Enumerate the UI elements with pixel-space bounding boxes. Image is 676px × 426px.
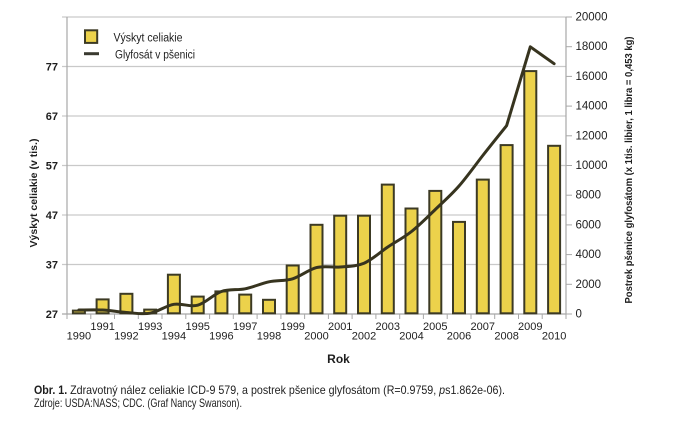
svg-text:Glyfosát v pšenici: Glyfosát v pšenici	[115, 49, 195, 61]
svg-text:20000: 20000	[576, 12, 608, 24]
svg-text:2003: 2003	[376, 321, 400, 333]
svg-text:2001: 2001	[328, 321, 352, 333]
svg-text:37: 37	[46, 260, 58, 272]
svg-text:Postrek pšenice glyfosátom (x: Postrek pšenice glyfosátom (x 1tis. libi…	[623, 37, 635, 304]
svg-text:1999: 1999	[280, 321, 304, 333]
svg-text:2004: 2004	[399, 331, 423, 343]
svg-text:1995: 1995	[185, 321, 209, 333]
svg-text:2000: 2000	[304, 331, 328, 343]
svg-text:1998: 1998	[257, 331, 281, 343]
svg-text:Výskyt celiakie: Výskyt celiakie	[114, 32, 183, 44]
svg-text:10000: 10000	[576, 160, 608, 172]
svg-text:2005: 2005	[423, 321, 447, 333]
svg-text:6000: 6000	[576, 219, 602, 231]
svg-text:4000: 4000	[576, 249, 602, 261]
svg-text:14000: 14000	[576, 101, 608, 113]
svg-text:Výskyt celiakie (v tis.): Výskyt celiakie (v tis.)	[28, 139, 40, 248]
svg-text:2008: 2008	[494, 331, 518, 343]
svg-text:27: 27	[46, 309, 58, 321]
svg-text:1990: 1990	[67, 331, 91, 343]
svg-text:Rok: Rok	[327, 352, 350, 366]
svg-text:2007: 2007	[471, 321, 495, 333]
svg-text:1997: 1997	[233, 321, 257, 333]
svg-text:57: 57	[46, 161, 58, 173]
svg-text:77: 77	[46, 62, 58, 74]
svg-text:18000: 18000	[576, 41, 608, 53]
svg-text:1992: 1992	[114, 331, 138, 343]
svg-text:1991: 1991	[90, 321, 114, 333]
svg-text:2010: 2010	[542, 331, 566, 343]
svg-text:12000: 12000	[576, 130, 608, 142]
svg-text:2002: 2002	[352, 331, 376, 343]
svg-text:1993: 1993	[138, 321, 162, 333]
svg-text:2009: 2009	[518, 321, 542, 333]
svg-text:67: 67	[46, 111, 58, 123]
svg-text:2006: 2006	[447, 331, 471, 343]
svg-text:16000: 16000	[576, 71, 608, 83]
svg-text:1994: 1994	[162, 331, 186, 343]
svg-text:8000: 8000	[576, 190, 602, 202]
svg-text:47: 47	[46, 210, 58, 222]
svg-text:0: 0	[576, 309, 582, 321]
svg-text:2000: 2000	[576, 279, 602, 291]
svg-text:1996: 1996	[209, 331, 233, 343]
